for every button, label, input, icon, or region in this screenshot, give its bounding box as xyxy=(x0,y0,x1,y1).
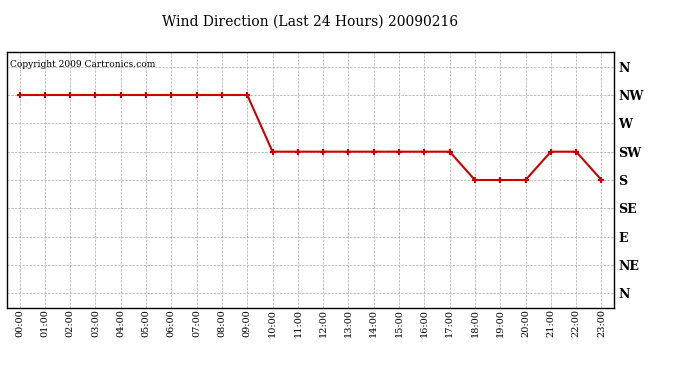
Text: Copyright 2009 Cartronics.com: Copyright 2009 Cartronics.com xyxy=(10,60,155,69)
Text: Wind Direction (Last 24 Hours) 20090216: Wind Direction (Last 24 Hours) 20090216 xyxy=(162,15,459,29)
